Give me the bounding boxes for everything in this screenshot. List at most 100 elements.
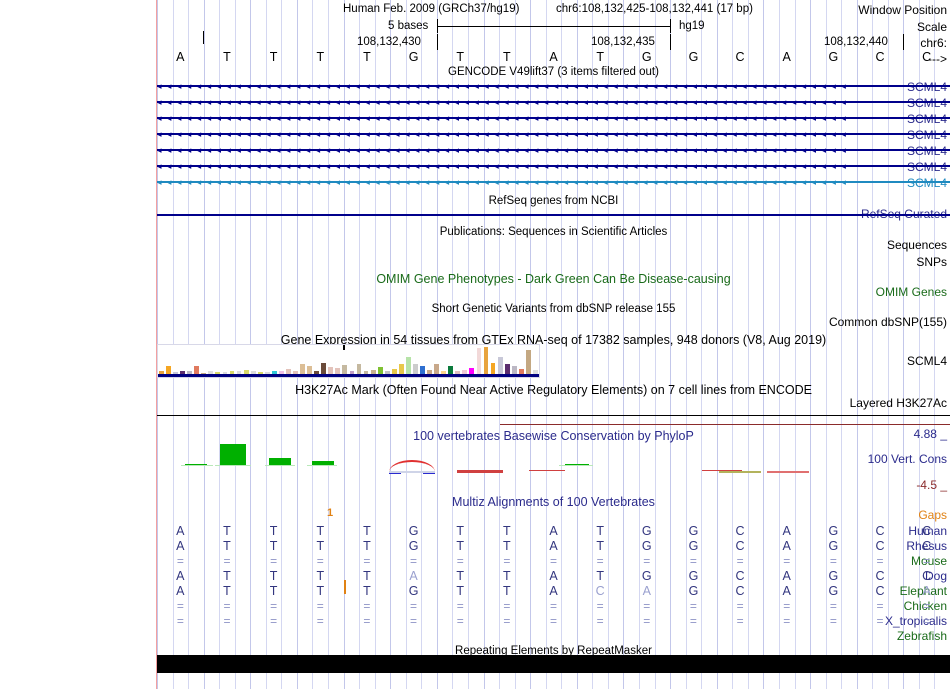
multiz-species-label[interactable]: Elephant (899, 584, 947, 598)
scale-label: Scale (916, 20, 947, 34)
multiz-species-label[interactable]: Rhesus (906, 539, 947, 553)
multiz-species-label[interactable]: Zebrafish (896, 629, 947, 643)
multiz-base: = (503, 614, 511, 628)
gtex-tissue-bar (243, 369, 249, 374)
multiz-base: = (829, 614, 837, 628)
multiz-row: = = = = = = = = = = = = = = = = = (157, 614, 950, 629)
multiz-base: C (922, 569, 932, 583)
common-dbsnp-label[interactable]: Common dbSNP(155) (828, 315, 947, 329)
strand-arrow-left-icon: ◂◂◂◂◂◂◂◂◂◂◂◂◂◂◂◂◂◂◂◂◂◂◂◂◂◂◂◂◂◂◂◂◂◂◂◂◂◂◂◂… (157, 113, 852, 123)
gene-label-scml4[interactable]: SCML4 (906, 144, 947, 158)
multiz-base: A (176, 524, 185, 538)
phylop-conservation-plot[interactable] (157, 426, 950, 494)
intron-line (157, 101, 950, 103)
gtex-gene-label[interactable]: SCML4 (906, 354, 947, 368)
multiz-base: A (549, 524, 558, 538)
gtex-tissue-bar (264, 372, 270, 374)
intron-line (157, 85, 950, 87)
refseq-feature-line[interactable] (157, 214, 950, 216)
gene-label-scml4[interactable]: SCML4 (906, 96, 947, 110)
gtex-tissue-bar (307, 366, 312, 374)
sequence-base: T (269, 50, 278, 64)
multiz-species-label[interactable]: Chicken (903, 599, 947, 613)
multiz-base: T (503, 539, 511, 553)
gaps-label[interactable]: Gaps (918, 508, 947, 522)
sequences-label[interactable]: Sequences (886, 238, 947, 252)
gene-label-scml4[interactable]: SCML4 (906, 112, 947, 126)
multiz-base: = (689, 614, 697, 628)
phylop-negative-bar (529, 470, 565, 471)
gtex-tissue-bar (201, 373, 207, 374)
gtex-title: Gene Expression in 54 tissues from GTEx … (280, 333, 827, 347)
gap-tick-marker (344, 580, 346, 594)
gtex-tissue-bar (532, 369, 538, 374)
snps-label[interactable]: SNPs (916, 255, 947, 269)
sequence-base: A (549, 50, 558, 64)
layered-h3k27ac-label[interactable]: Layered H3K27Ac (849, 396, 947, 410)
multiz-base: = (829, 554, 837, 568)
multiz-base: = (456, 554, 464, 568)
multiz-species-label[interactable]: Mouse (910, 554, 947, 568)
multiz-base: T (503, 584, 511, 598)
multiz-base: = (176, 599, 184, 613)
gtex-tissue-bar (271, 370, 277, 374)
cons-track-label[interactable]: 100 Vert. Cons (867, 452, 947, 466)
multiz-base: A (176, 539, 185, 553)
multiz-base: = (923, 599, 931, 613)
multiz-base: = (783, 599, 791, 613)
gene-feature-row[interactable]: ◂◂◂◂◂◂◂◂◂◂◂◂◂◂◂◂◂◂◂◂◂◂◂◂◂◂◂◂◂◂◂◂◂◂◂◂◂◂◂◂… (157, 128, 950, 140)
gtex-tissue-bar (293, 371, 298, 374)
multiz-base: = (363, 554, 371, 568)
multiz-base: C (735, 569, 745, 583)
window-position-label: Window Position (858, 3, 947, 17)
phylop-hairline (181, 465, 213, 466)
sequence-base: G (828, 50, 839, 64)
gtex-expression-chart[interactable] (157, 344, 540, 378)
multiz-base: = (549, 554, 557, 568)
gene-feature-row[interactable]: ◂◂◂◂◂◂◂◂◂◂◂◂◂◂◂◂◂◂◂◂◂◂◂◂◂◂◂◂◂◂◂◂◂◂◂◂◂◂◂◂… (157, 80, 950, 92)
gene-label-scml4[interactable]: SCML4 (906, 160, 947, 174)
sequence-base: C (875, 50, 885, 64)
gene-label-scml4[interactable]: SCML4 (906, 176, 947, 190)
multiz-base: A (642, 584, 651, 598)
multiz-base: T (596, 569, 604, 583)
multiz-base: G (641, 539, 652, 553)
sequence-base: T (503, 50, 511, 64)
gtex-tissue-bar (427, 369, 432, 374)
multiz-base: = (223, 599, 231, 613)
phylop-underline-blue (389, 473, 401, 474)
gene-feature-row[interactable]: ◂◂◂◂◂◂◂◂◂◂◂◂◂◂◂◂◂◂◂◂◂◂◂◂◂◂◂◂◂◂◂◂◂◂◂◂◂◂◂◂… (157, 96, 950, 108)
gene-feature-row[interactable]: ◂◂◂◂◂◂◂◂◂◂◂◂◂◂◂◂◂◂◂◂◂◂◂◂◂◂◂◂◂◂◂◂◂◂◂◂◂◂◂◂… (157, 176, 950, 188)
repeatmasker-feature[interactable] (157, 655, 950, 673)
multiz-base: = (270, 554, 278, 568)
gtex-tissue-bar (377, 367, 383, 374)
multiz-row: = = = = = = = = = = = = = = = = = (157, 554, 950, 569)
gtex-tissue-bar (229, 371, 235, 374)
ruler-tick (437, 34, 438, 50)
gene-label-scml4[interactable]: SCML4 (906, 128, 947, 142)
omim-genes-label[interactable]: OMIM Genes (875, 285, 947, 299)
gtex-tissue-bar (356, 363, 362, 374)
intron-line (157, 165, 950, 167)
multiz-species-label[interactable]: Dog (924, 569, 947, 583)
multiz-base: A (782, 569, 791, 583)
multiz-species-label[interactable]: X_tropicalis (884, 614, 947, 628)
multiz-base: T (363, 569, 371, 583)
gene-feature-row[interactable]: ◂◂◂◂◂◂◂◂◂◂◂◂◂◂◂◂◂◂◂◂◂◂◂◂◂◂◂◂◂◂◂◂◂◂◂◂◂◂◂◂… (157, 144, 950, 156)
gtex-tissue-bar (483, 347, 489, 374)
multiz-base: = (176, 554, 184, 568)
multiz-species-label[interactable]: Human (908, 524, 947, 538)
gtex-tissue-bar (511, 366, 517, 374)
multiz-base: G (688, 539, 699, 553)
gtex-tissue-bar (314, 370, 320, 374)
phylop-positive-bar (269, 458, 291, 466)
sequence-base: T (363, 50, 371, 64)
gtex-tissue-bar (321, 362, 327, 374)
gene-feature-row[interactable]: ◂◂◂◂◂◂◂◂◂◂◂◂◂◂◂◂◂◂◂◂◂◂◂◂◂◂◂◂◂◂◂◂◂◂◂◂◂◂◂◂… (157, 160, 950, 172)
phylop-positive-bar (312, 461, 334, 466)
multiz-base: T (269, 569, 278, 583)
multiz-base: A (782, 524, 791, 538)
gene-feature-row[interactable]: ◂◂◂◂◂◂◂◂◂◂◂◂◂◂◂◂◂◂◂◂◂◂◂◂◂◂◂◂◂◂◂◂◂◂◂◂◂◂◂◂… (157, 112, 950, 124)
gene-label-scml4[interactable]: SCML4 (906, 80, 947, 94)
